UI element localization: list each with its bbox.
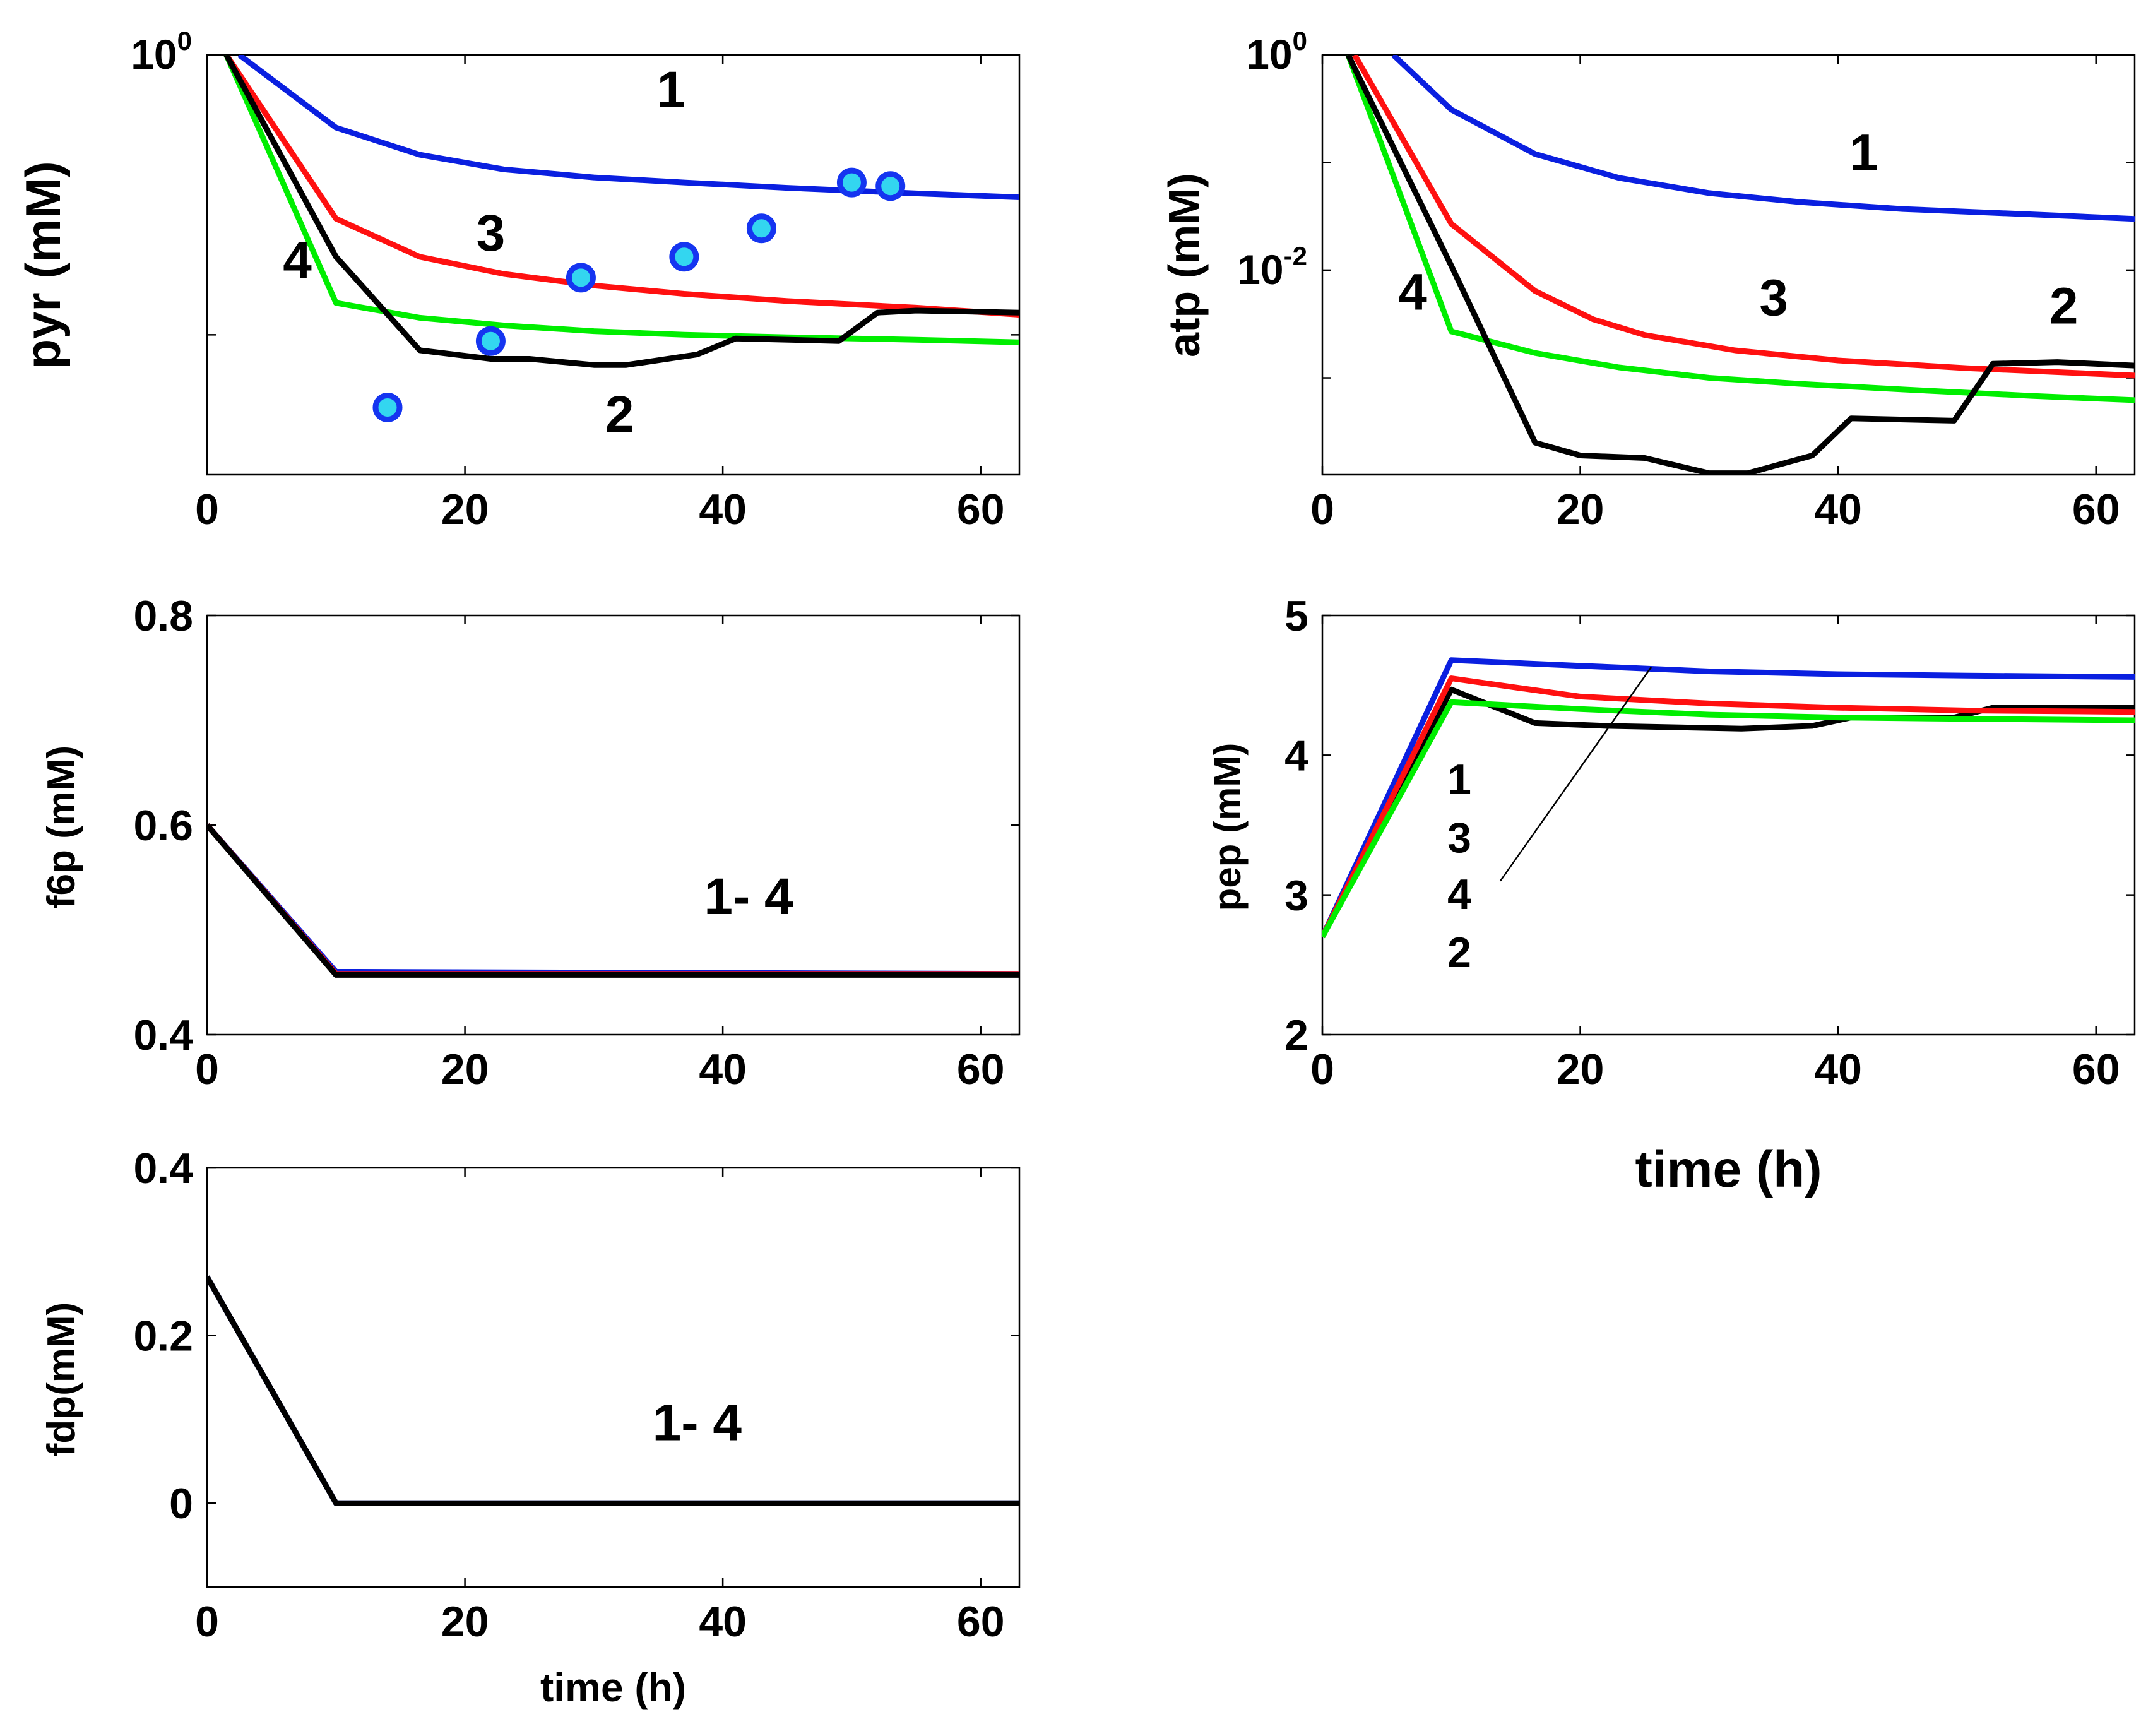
curve-label: 2 — [2049, 277, 2079, 335]
x-tick-label: 20 — [441, 1045, 489, 1093]
x-tick-label: 60 — [2072, 1045, 2120, 1093]
x-tick-label: 40 — [1814, 1045, 1862, 1093]
curve-label: 1- 4 — [653, 1394, 742, 1452]
series-line-f6p-3 — [207, 823, 1019, 977]
x-axis-label: time (h) — [1635, 1141, 1822, 1198]
y-tick-label: 4 — [1284, 732, 1308, 780]
x-tick-label: 20 — [441, 1598, 489, 1646]
series-line-atp-1 — [1391, 55, 2135, 222]
chart-pyr: 0 20 40 60 100 1 3 4 2 pyr (mM) — [15, 26, 1021, 533]
curve-label: 1 — [1849, 124, 1878, 182]
plot-frame-pyr — [206, 54, 1021, 476]
series-line-f6p-2 — [207, 823, 1019, 978]
series-line-pep-2 — [1322, 686, 2135, 939]
y-tick-label: 100 — [1246, 26, 1307, 78]
x-tick-label: 60 — [957, 1045, 1005, 1093]
x-tick-label: 0 — [1310, 1045, 1334, 1093]
series-line-atp-2 — [1345, 55, 2135, 475]
data-point — [475, 326, 506, 356]
series-line-atp-3 — [1352, 55, 2135, 379]
chart-fdp: 0 20 40 60 0 0.2 0.4 1- 4 fdp(mM) time (h) — [40, 1144, 1021, 1710]
y-tick-label: 3 — [1284, 872, 1308, 920]
y-axis-label: fdp(mM) — [40, 1302, 83, 1456]
chart-f6p: 0 20 40 60 0.4 0.6 0.8 1- 4 f6p (mM) — [40, 592, 1021, 1093]
x-axis-label: time (h) — [540, 1665, 686, 1710]
x-tick-label: 40 — [699, 485, 747, 533]
series-line-pyr-1 — [237, 55, 1019, 200]
legend-label: 3 — [1447, 814, 1471, 862]
data-point — [875, 171, 906, 201]
series-line-pep-4 — [1322, 699, 2135, 939]
chart-atp: 0 20 40 60 100 10-2 1 3 4 2 atp (mM) — [1160, 26, 2136, 533]
x-tick-label: 40 — [699, 1045, 747, 1093]
series-line-f6p-1 — [207, 823, 1019, 977]
x-tick-label: 60 — [957, 485, 1005, 533]
pointer-line — [1499, 667, 1652, 882]
y-axis-label: atp (mM) — [1160, 173, 1209, 357]
plot-frame-fdp — [206, 1167, 1021, 1588]
x-tick-label: 20 — [1557, 1045, 1604, 1093]
x-tick-label: 40 — [1814, 485, 1862, 533]
curve-label: 4 — [1398, 264, 1427, 321]
data-point — [746, 213, 776, 244]
y-tick-label: 0.6 — [133, 802, 193, 850]
series-line-fdp-2 — [207, 1275, 1019, 1506]
data-point — [566, 263, 596, 293]
y-axis-label: pep (mM) — [1206, 743, 1249, 912]
series-line-fdp-1 — [207, 1275, 1019, 1506]
series-line-atp-4 — [1345, 55, 2135, 403]
x-tick-label: 60 — [2072, 485, 2120, 533]
legend-label: 4 — [1447, 871, 1471, 919]
data-point — [669, 242, 699, 272]
curve-label: 4 — [283, 232, 312, 289]
curve-label: 1- 4 — [704, 868, 793, 925]
y-axis-label: pyr (mM) — [15, 161, 71, 369]
y-tick-label: 0.4 — [133, 1144, 193, 1192]
series-line-pep-1 — [1322, 657, 2135, 939]
series-line-pyr-2 — [223, 55, 1019, 368]
y-tick-label: 5 — [1284, 592, 1308, 640]
series-line-pep-3 — [1322, 675, 2135, 939]
y-tick-label: 100 — [131, 26, 192, 78]
y-tick-label: 10-2 — [1237, 241, 1307, 293]
x-tick-label: 0 — [195, 1598, 219, 1646]
chart-pep: 0 20 40 60 2 3 4 5 1 3 4 2 pep (mM) time (h) — [1206, 592, 2136, 1198]
plot-frame-pep — [1321, 614, 2136, 1036]
x-tick-label: 0 — [195, 1045, 219, 1093]
y-axis-label: f6p (mM) — [40, 746, 83, 908]
y-tick-label: 0.8 — [133, 592, 193, 640]
curve-label: 2 — [605, 386, 634, 443]
plot-frame-atp — [1321, 54, 2136, 476]
legend-label: 2 — [1447, 929, 1471, 977]
legend-label: 1 — [1447, 756, 1471, 804]
curve-label: 3 — [1759, 270, 1788, 327]
y-tick-label: 2 — [1284, 1011, 1308, 1059]
curve-label: 3 — [477, 205, 506, 262]
y-tick-label: 0 — [169, 1480, 193, 1528]
x-tick-label: 20 — [1557, 485, 1604, 533]
x-tick-label: 40 — [699, 1598, 747, 1646]
x-tick-label: 0 — [1310, 485, 1334, 533]
series-line-pyr-3 — [223, 55, 1019, 318]
y-tick-label: 0.2 — [133, 1312, 193, 1360]
x-tick-label: 0 — [195, 485, 219, 533]
x-tick-label: 20 — [441, 485, 489, 533]
series-line-pyr-4 — [223, 55, 1019, 345]
curve-label: 1 — [657, 61, 686, 119]
data-point — [372, 392, 403, 422]
y-tick-label: 0.4 — [133, 1011, 193, 1059]
x-tick-label: 60 — [957, 1598, 1005, 1646]
data-point — [836, 167, 867, 198]
